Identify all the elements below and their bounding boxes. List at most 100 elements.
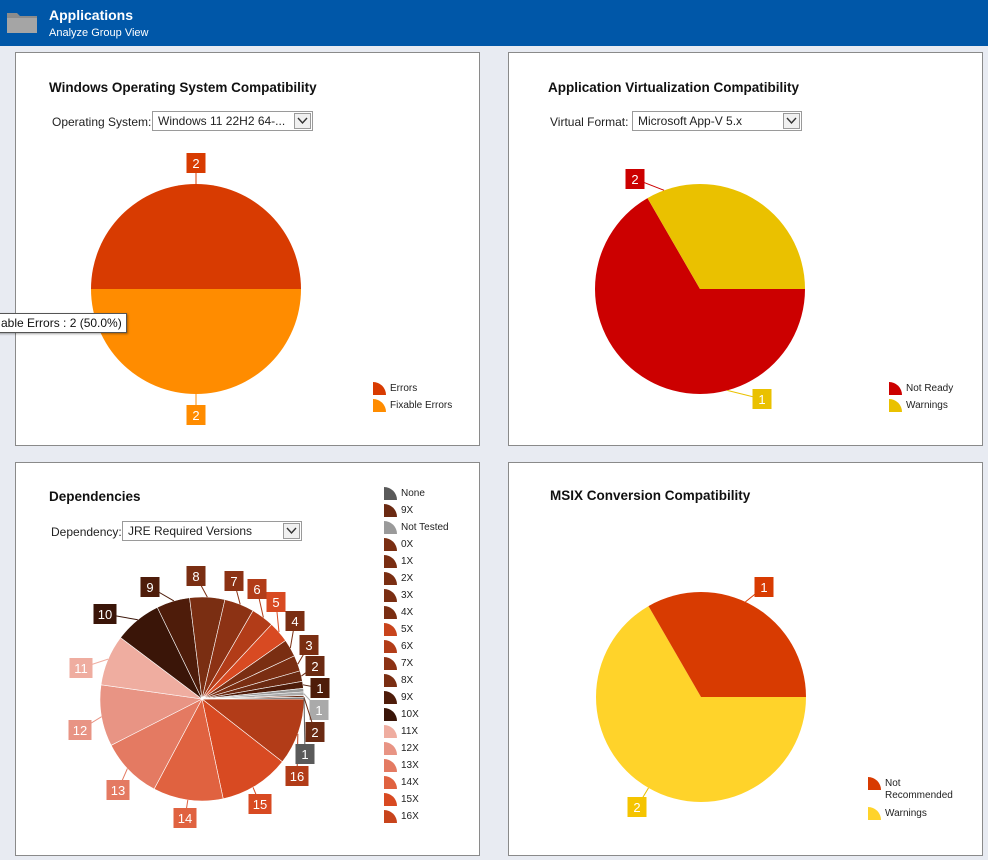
legend-swatch-icon <box>384 708 397 721</box>
legend-swatch-icon <box>384 759 397 772</box>
legend-swatch-icon <box>384 725 397 738</box>
svg-text:2: 2 <box>311 725 318 740</box>
virt-selector[interactable]: Microsoft App-V 5.x <box>632 111 802 131</box>
dep-legend: None 9X Not Tested 0X 1X 2X 3X 4X 5X 6X 7X 8X 9X 10X 1… <box>384 487 474 827</box>
folder-icon <box>7 13 37 33</box>
svg-text:6: 6 <box>253 582 260 597</box>
os-selector[interactable]: Windows 11 22H2 64-... <box>152 111 313 131</box>
svg-text:11: 11 <box>74 661 88 676</box>
legend-swatch-icon <box>384 793 397 806</box>
svg-text:1: 1 <box>760 580 767 595</box>
data-label: 10 <box>93 604 117 624</box>
data-label: 2 <box>186 405 206 425</box>
pie-slice-not-recommended[interactable] <box>648 592 807 697</box>
data-label: 7 <box>224 571 244 591</box>
pie-slice-fixable-errors[interactable] <box>91 289 301 394</box>
legend-swatch-icon <box>384 742 397 755</box>
data-label: 5 <box>266 592 286 612</box>
svg-text:2: 2 <box>311 659 318 674</box>
legend-swatch-icon <box>384 674 397 687</box>
data-label: 3 <box>299 635 319 655</box>
legend-swatch-icon <box>384 589 397 602</box>
virt-selector-value: Microsoft App-V 5.x <box>638 114 743 128</box>
page-subtitle: Analyze Group View <box>49 27 149 39</box>
data-label: 2 <box>305 656 325 676</box>
legend-swatch-icon <box>384 504 397 517</box>
data-label: 2 <box>186 153 206 173</box>
legend-swatch-icon <box>373 382 386 395</box>
data-label: 13 <box>106 780 130 800</box>
os-panel-title: Windows Operating System Compatibility <box>49 80 317 95</box>
chevron-down-icon[interactable] <box>283 523 300 539</box>
virt-selector-label: Virtual Format: <box>550 115 629 129</box>
legend-swatch-icon <box>384 606 397 619</box>
msix-panel-title: MSIX Conversion Compatibility <box>550 488 751 503</box>
legend-swatch-icon <box>384 657 397 670</box>
svg-text:8: 8 <box>192 569 199 584</box>
legend-swatch-icon <box>384 623 397 636</box>
chart-tooltip: able Errors : 2 (50.0%) <box>0 313 127 333</box>
legend-swatch-icon <box>384 555 397 568</box>
dep-selector[interactable]: JRE Required Versions <box>122 521 302 541</box>
data-label: 4 <box>285 611 305 631</box>
svg-text:1: 1 <box>301 747 308 762</box>
chevron-down-icon[interactable] <box>294 113 311 129</box>
pie-slice[interactable] <box>153 698 224 802</box>
data-label: 1 <box>752 389 772 409</box>
dep-selector-label: Dependency: <box>51 525 122 539</box>
svg-text:12: 12 <box>73 723 87 738</box>
os-selector-label: Operating System: <box>52 115 152 129</box>
legend-swatch-icon <box>384 640 397 653</box>
pie-slice-not-ready[interactable] <box>595 198 805 395</box>
data-label: 2 <box>627 797 647 817</box>
data-label: 2 <box>625 169 645 189</box>
svg-text:2: 2 <box>633 800 640 815</box>
svg-text:13: 13 <box>111 783 125 798</box>
data-label: 1 <box>754 577 774 597</box>
svg-text:15: 15 <box>253 797 267 812</box>
svg-text:2: 2 <box>192 408 199 423</box>
data-label: 1 <box>310 678 330 698</box>
dep-selector-value: JRE Required Versions <box>128 524 253 538</box>
chevron-down-icon[interactable] <box>783 113 800 129</box>
data-label: 9 <box>140 577 160 597</box>
svg-text:1: 1 <box>316 681 323 696</box>
svg-text:4: 4 <box>291 614 298 629</box>
dep-panel-title: Dependencies <box>49 489 141 504</box>
data-label: 16 <box>285 766 309 786</box>
svg-text:1: 1 <box>758 392 765 407</box>
os-selector-value: Windows 11 22H2 64-... <box>158 114 286 128</box>
legend-swatch-icon <box>868 777 881 790</box>
pie-slice-errors[interactable] <box>91 184 301 289</box>
legend-swatch-icon <box>384 776 397 789</box>
data-label: 2 <box>305 722 325 742</box>
pie-slice-warnings[interactable] <box>647 184 806 289</box>
svg-text:3: 3 <box>305 638 312 653</box>
svg-text:9: 9 <box>146 580 153 595</box>
pie-slice[interactable] <box>201 698 283 800</box>
svg-text:5: 5 <box>272 595 279 610</box>
legend-swatch-icon <box>384 521 397 534</box>
virt-pie-chart: 21 <box>595 169 806 409</box>
data-label: 6 <box>247 579 267 599</box>
data-label: 1 <box>295 744 315 764</box>
msix-pie-chart: 12 <box>596 577 807 817</box>
svg-text:16: 16 <box>290 769 304 784</box>
legend-swatch-icon <box>384 810 397 823</box>
virt-panel-title: Application Virtualization Compatibility <box>548 80 800 95</box>
legend-swatch-icon <box>868 807 881 820</box>
data-label: 8 <box>186 566 206 586</box>
legend-swatch-icon <box>384 691 397 704</box>
data-label: 1 <box>309 700 329 720</box>
svg-text:1: 1 <box>315 703 322 718</box>
pie-slice-warnings[interactable] <box>596 606 806 802</box>
os-pie-chart: 22 <box>91 153 301 425</box>
page-title: Applications <box>49 7 134 23</box>
dependencies-panel: Dependencies Dependency: JRE Required Ve… <box>15 462 480 856</box>
legend-swatch-icon <box>373 399 386 412</box>
data-label: 15 <box>248 794 272 814</box>
svg-text:14: 14 <box>178 811 192 826</box>
os-compatibility-panel: Windows Operating System Compatibility O… <box>15 52 480 446</box>
